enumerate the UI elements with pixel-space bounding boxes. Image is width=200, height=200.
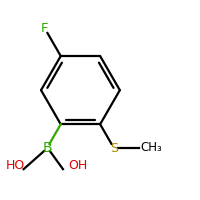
Text: CH₃: CH₃ bbox=[141, 141, 162, 154]
Text: S: S bbox=[110, 142, 118, 155]
Text: OH: OH bbox=[69, 159, 88, 172]
Text: HO: HO bbox=[6, 159, 25, 172]
Text: F: F bbox=[41, 22, 49, 35]
Text: B: B bbox=[42, 141, 52, 155]
